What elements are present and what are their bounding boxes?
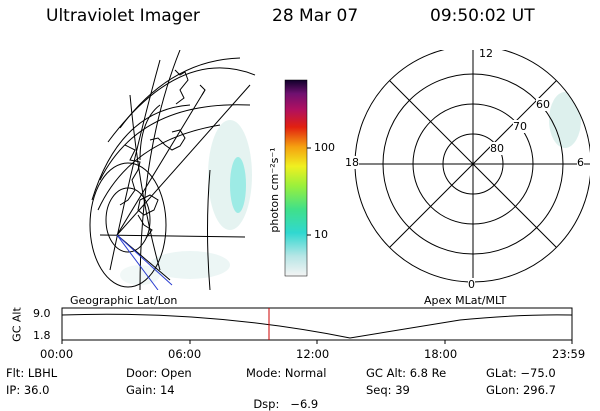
satellite-track xyxy=(116,234,173,290)
polar-auroral-emission xyxy=(549,92,581,148)
altitude-curve xyxy=(61,313,573,339)
altitude-tick-low: 1.8 xyxy=(33,329,51,342)
info-gc-alt: GC Alt: 6.8 Re xyxy=(366,366,447,380)
info-gain: Gain: 14 xyxy=(126,383,175,397)
colorbar-tick-100: 100 xyxy=(314,141,335,154)
coastline xyxy=(119,69,206,239)
mlat-label-70: 70 xyxy=(513,120,527,133)
altitude-tick-high: 9.0 xyxy=(33,307,51,320)
mlt-label-12: 12 xyxy=(478,47,494,60)
polar-diagonal-2 xyxy=(389,80,557,248)
info-ip: IP: 36.0 xyxy=(6,383,50,397)
info-glat: GLat: −75.0 xyxy=(486,366,556,380)
altitude-plot-frame xyxy=(61,307,573,341)
mlat-label-60: 60 xyxy=(536,98,550,111)
observation-date: 28 Mar 07 xyxy=(272,6,359,26)
mlt-label-0: 0 xyxy=(468,278,475,291)
info-glon: GLon: 296.7 xyxy=(486,383,556,397)
observation-time: 09:50:02 UT xyxy=(430,6,535,26)
geographic-panel-label: Geographic Lat/Lon xyxy=(70,294,178,307)
mlat-label-80: 80 xyxy=(490,142,504,155)
polar-mlt-plot xyxy=(354,50,590,283)
mlt-label-6: 6 xyxy=(577,156,584,169)
color-scale-bar xyxy=(284,79,311,277)
mlt-label-18: 18 xyxy=(345,156,359,169)
apex-panel-label: Apex MLat/MLT xyxy=(424,294,507,307)
info-dsp: Dsp: −6.9 xyxy=(253,397,319,411)
colorbar-tick-10: 10 xyxy=(314,228,328,241)
instrument-title: Ultraviolet Imager xyxy=(46,6,200,26)
info-mode: Mode: Normal xyxy=(246,366,327,380)
altitude-timeline-plot xyxy=(61,307,573,344)
map-grid xyxy=(89,50,256,290)
time-tick-1800: 18:00 xyxy=(424,347,458,361)
altitude-axis-label: GC Alt xyxy=(10,307,24,342)
time-tick-0600: 06:00 xyxy=(168,347,202,361)
info-door: Door: Open xyxy=(126,366,192,380)
geographic-map xyxy=(89,50,256,290)
time-tick-0000: 00:00 xyxy=(40,347,74,361)
info-seq: Seq: 39 xyxy=(366,383,410,397)
colorbar-unit-label: photon cm⁻²s⁻¹ xyxy=(268,147,281,233)
info-filter: Flt: LBHL xyxy=(6,366,58,380)
time-tick-2359: 23:59 xyxy=(552,347,586,361)
time-tick-1200: 12:00 xyxy=(296,347,330,361)
